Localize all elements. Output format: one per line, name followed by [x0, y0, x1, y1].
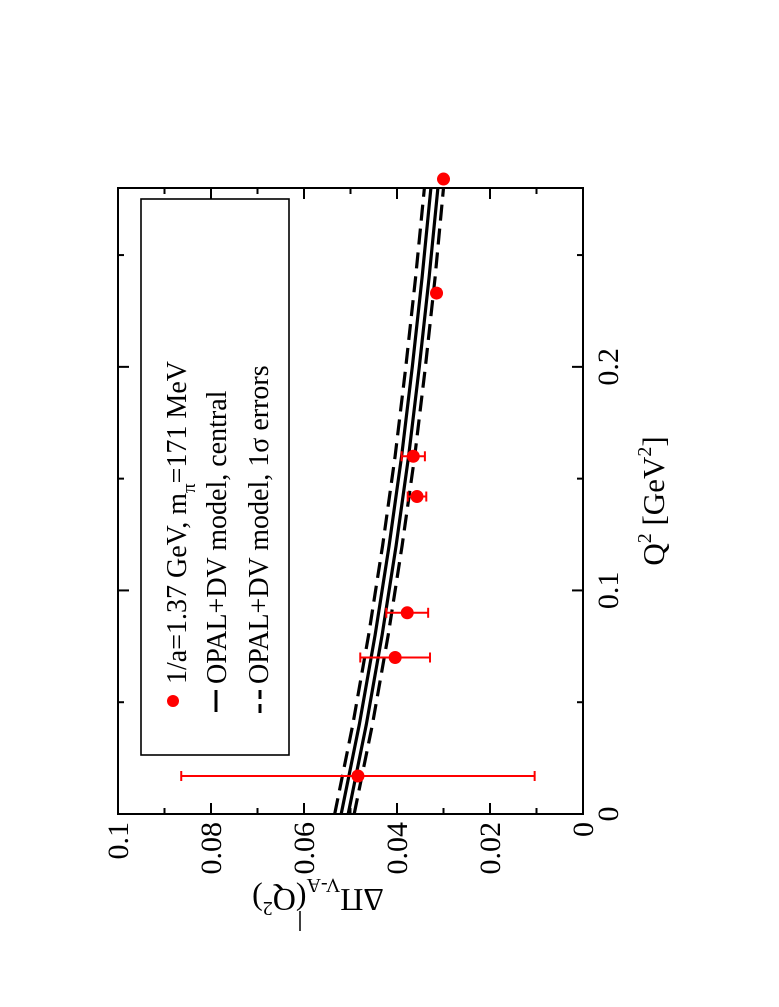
model-curves [333, 188, 446, 814]
x-axis-label-units: [GeV [636, 456, 671, 533]
data-points [180, 172, 536, 783]
data-point-2 [400, 606, 414, 620]
error-band-line-1 [333, 188, 427, 814]
data-point-1 [388, 651, 402, 664]
y-axis-label: ΔΠV-A(Q2) [252, 874, 384, 919]
legend-entry-lattice-sub: π [179, 483, 200, 493]
y-axis-label-sub: V-A [306, 874, 340, 896]
axis-ticks: 0 0.1 0.2 0 0.02 0.04 0.06 0.08 0.1 [102, 188, 625, 875]
y-axis-label-args-close: ) [252, 882, 263, 918]
x-axis-label-units-close: ] [636, 436, 671, 446]
x-axis-label-units-sup: 2 [634, 447, 656, 457]
y-tick-label-5: 0.1 [102, 822, 135, 860]
plot-area: 0 0.1 0.2 0 0.02 0.04 0.06 0.08 0.1 [102, 172, 625, 875]
x-tick-label-1: 0.1 [592, 572, 625, 610]
y-tick-label-2: 0.04 [381, 822, 414, 875]
x-tick-label-0: 0 [592, 807, 625, 822]
y-axis-label-args-sup: 2 [263, 897, 273, 919]
x-axis-label-main: Q [636, 543, 671, 565]
x-axis-label: Q2 [GeV2] [634, 436, 671, 565]
y-tick-label-3: 0.06 [288, 822, 321, 875]
x-axis-label-sup: 2 [634, 533, 656, 543]
data-point-0 [351, 769, 365, 783]
legend-box [140, 198, 290, 756]
legend: 1/a=1.37 GeV, mπ=171 MeV OPAL+DV model, … [140, 198, 290, 756]
y-axis-label-main: ΔΠ [340, 882, 384, 918]
legend-entry-lattice: 1/a=1.37 GeV, mπ=171 MeV [162, 361, 200, 684]
legend-entry-lattice-tail: =171 MeV [162, 361, 193, 483]
legend-marker-icon [167, 695, 179, 707]
data-point-3 [410, 490, 424, 504]
data-point-4 [406, 449, 420, 463]
y-tick-label-4: 0.08 [195, 822, 228, 875]
y-tick-label-0: 0 [567, 822, 600, 837]
y-axis-label-args: (Q [273, 882, 307, 918]
data-point-5 [430, 286, 444, 300]
legend-entry-central: OPAL+DV model, central [202, 390, 233, 684]
legend-entry-lattice-main: 1/a=1.37 GeV, m [162, 493, 193, 684]
data-point-6 [437, 172, 450, 186]
legend-entry-errors: OPAL+DV model, 1σ errors [244, 365, 275, 684]
y-tick-label-1: 0.02 [474, 822, 507, 875]
x-tick-label-2: 0.2 [592, 348, 625, 386]
